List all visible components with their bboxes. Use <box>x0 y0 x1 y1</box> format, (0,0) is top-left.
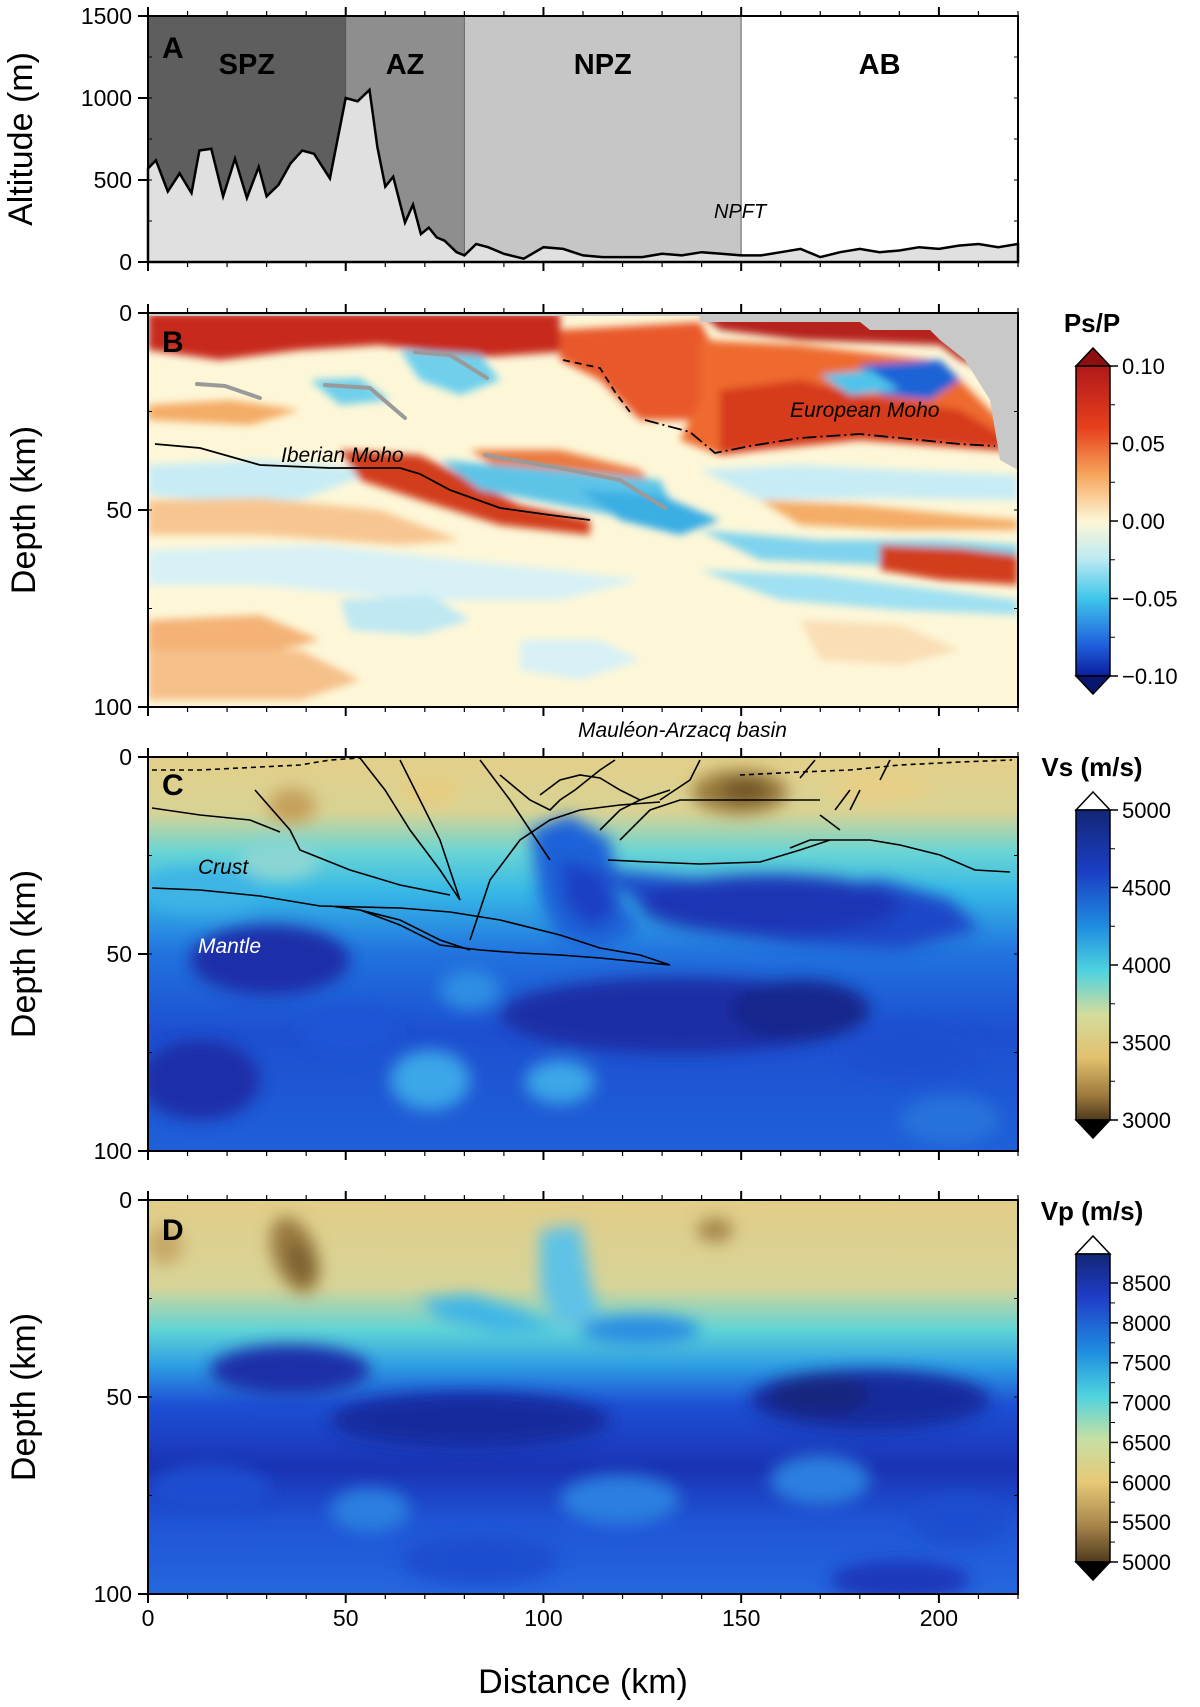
x-tick-label: 100 <box>524 1605 562 1631</box>
vs-heatmap <box>148 757 1018 1151</box>
panel-b-ylabel: Depth (km) <box>5 426 43 594</box>
colorbar-tick-label: 6500 <box>1122 1430 1171 1455</box>
panel-c-vs: C Crust Mantle Mauléon-Arzacq basin 0 50 1… <box>5 719 1171 1164</box>
colorbar-tick-label: 7500 <box>1122 1351 1171 1376</box>
panel-d-vp: D 0 50 100 0 50 100 150 200 Depth (km) Distanc… <box>5 1187 1171 1701</box>
colorbar-tick-label: 5000 <box>1122 1550 1171 1575</box>
colorbar-tick-label: 8000 <box>1122 1311 1171 1336</box>
x-tick-marks <box>147 7 1019 1603</box>
colorbar-tick-label: 4000 <box>1122 953 1171 978</box>
zone-label-npz: NPZ <box>574 49 632 81</box>
y-tick-label: 0 <box>119 300 132 326</box>
mauleon-arzacq-basin-label: Mauléon-Arzacq basin <box>578 719 787 742</box>
y-tick-label: 1500 <box>81 3 132 29</box>
colorbar-d-title: Vp (m/s) <box>1041 1196 1144 1226</box>
zone-label-ab: AB <box>859 49 901 81</box>
ps-p-heatmap <box>148 313 1018 707</box>
y-tick-label: 100 <box>94 694 132 720</box>
colorbar-tick-label: 5500 <box>1122 1510 1171 1535</box>
colorbar-tick-label: 6000 <box>1122 1470 1171 1495</box>
y-tick-label: 100 <box>94 1581 132 1607</box>
topography-area <box>146 87 1020 264</box>
panel-a-topography: SPZ AZ NPZ AB A NPFT 0 500 1000 1500 Altitude … <box>2 3 1020 275</box>
iberian-moho-label: Iberian Moho <box>281 444 404 467</box>
fault-dashed <box>562 359 631 413</box>
y-tick-label: 0 <box>119 249 132 275</box>
colorbar-tick-label: 3000 <box>1122 1108 1171 1133</box>
y-tick-label: 50 <box>106 1384 132 1410</box>
colorbar-tick-label: 0.10 <box>1122 354 1165 379</box>
colorbar-c-title: Vs (m/s) <box>1041 752 1142 782</box>
panel-c-letter: C <box>162 769 184 802</box>
panel-d-ylabel: Depth (km) <box>5 1313 43 1481</box>
zone-label-spz: SPZ <box>219 49 275 81</box>
panel-a-ylabel: Altitude (m) <box>2 52 40 226</box>
ps-p-colorbar: Ps/P 0.10 0.05 0.00 −0.05 −0.10 <box>1064 308 1178 696</box>
colorbar-tick-label: 3500 <box>1122 1031 1171 1056</box>
vp-colorbar: Vp (m/s) 8500 8000 7500 7000 6500 6000 5500 500… <box>1041 1196 1171 1582</box>
vp-heatmap <box>148 1200 1018 1594</box>
panel-c-ylabel: Depth (km) <box>5 870 43 1038</box>
colorbar-tick-label: 0.00 <box>1122 509 1165 534</box>
x-tick-label: 200 <box>920 1605 958 1631</box>
structural-lines <box>151 757 1013 966</box>
european-moho-line <box>644 419 996 454</box>
y-tick-label: 50 <box>106 941 132 967</box>
panel-a-letter: A <box>162 32 184 65</box>
y-tick-label: 100 <box>94 1138 132 1164</box>
x-tick-label: 50 <box>333 1605 359 1631</box>
colorbar-tick-label: 0.05 <box>1122 432 1165 457</box>
y-tick-label: 50 <box>106 497 132 523</box>
y-tick-label: 0 <box>119 744 132 770</box>
vs-colorbar: Vs (m/s) 5000 4500 4000 3500 3000 <box>1041 752 1171 1140</box>
zone-ab <box>740 15 1019 263</box>
european-moho-label: European Moho <box>790 399 940 422</box>
y-tick-label: 0 <box>119 1187 132 1213</box>
colorbar-tick-label: 5000 <box>1122 798 1171 823</box>
panel-d-letter: D <box>162 1214 184 1247</box>
y-tick-label: 1000 <box>81 85 132 111</box>
panel-b-ps-p: B Iberian Moho European Moho 0 50 100 Dept… <box>5 300 1178 720</box>
colorbar-tick-label: −0.05 <box>1122 587 1178 612</box>
panel-b-letter: B <box>162 326 184 359</box>
crust-label: Crust <box>198 856 249 879</box>
x-tick-label: 0 <box>142 1605 155 1631</box>
colorbar-tick-label: 8500 <box>1122 1271 1171 1296</box>
colorbar-tick-label: 4500 <box>1122 876 1171 901</box>
colorbar-tick-label: 7000 <box>1122 1391 1171 1416</box>
mantle-label: Mantle <box>198 935 261 958</box>
zone-label-az: AZ <box>386 49 425 81</box>
colorbar-tick-label: −0.10 <box>1122 664 1178 689</box>
y-tick-label: 500 <box>94 167 132 193</box>
iberian-moho-line <box>154 443 591 521</box>
colorbar-b-title: Ps/P <box>1064 308 1120 338</box>
x-tick-label: 150 <box>722 1605 760 1631</box>
x-axis-label: Distance (km) <box>478 1663 688 1701</box>
npft-label: NPFT <box>714 201 768 223</box>
